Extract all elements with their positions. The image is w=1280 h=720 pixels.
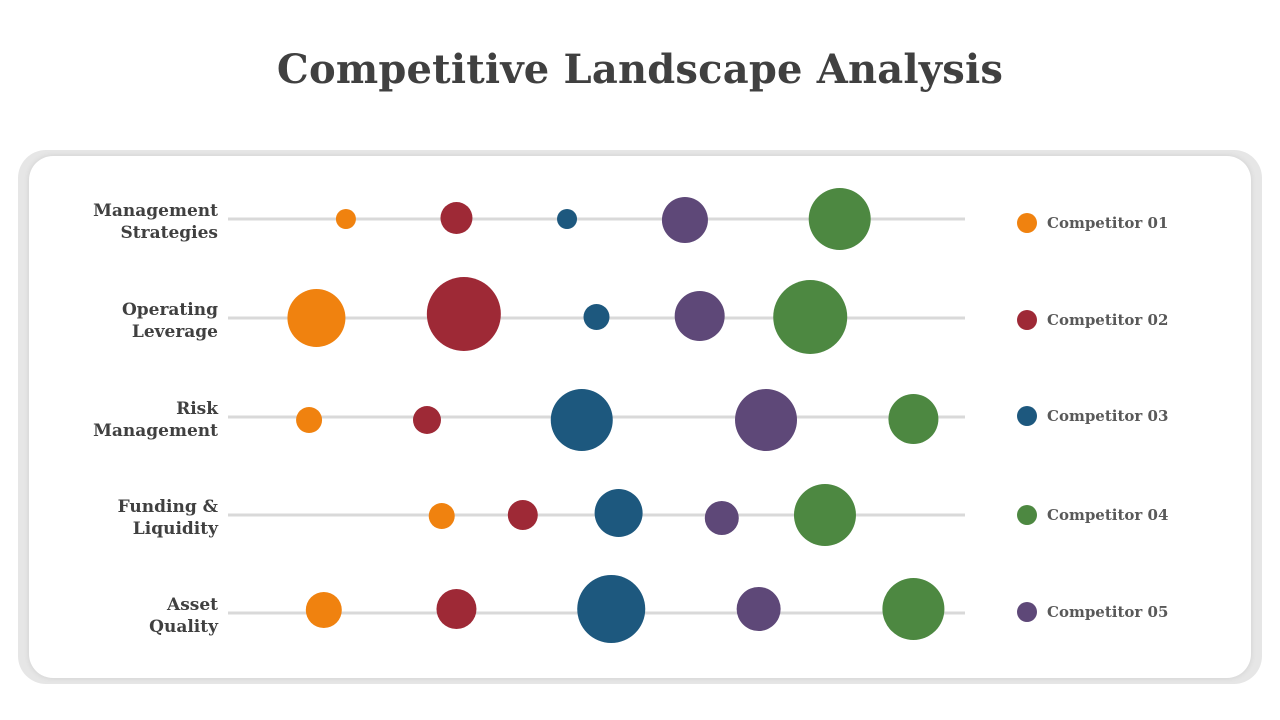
category-label: Leverage	[132, 322, 218, 342]
bubble-competitor-01	[428, 503, 455, 529]
bubble-competitor-04	[882, 578, 945, 640]
bubble-competitor-04	[808, 188, 871, 250]
bubble-competitor-03	[557, 209, 578, 229]
bubble-competitor-05	[661, 197, 708, 243]
category-label: Strategies	[120, 223, 218, 243]
category-label: Management	[93, 421, 218, 441]
bubble-competitor-02	[436, 589, 477, 629]
bubble-competitor-03	[550, 389, 613, 451]
bubble-competitor-04	[888, 394, 939, 444]
bubble-competitor-03	[577, 575, 646, 643]
bubble-competitor-02	[426, 277, 501, 351]
bubble-competitor-02	[412, 406, 441, 434]
legend-marker	[1017, 406, 1037, 426]
bubble-competitor-05	[736, 587, 781, 631]
bubble-competitor-02	[440, 202, 473, 234]
category-label: Management	[93, 201, 218, 221]
category-label: Funding &	[118, 497, 219, 517]
legend-label: Competitor 04	[1047, 506, 1168, 524]
legend-label: Competitor 02	[1047, 311, 1168, 329]
bubble-competitor-01	[296, 407, 323, 433]
category-label: Risk	[176, 399, 219, 419]
legend-marker	[1017, 310, 1037, 330]
category-label: Quality	[149, 617, 219, 637]
bubble-competitor-03	[583, 304, 610, 330]
bubble-competitor-04	[773, 280, 848, 354]
bubble-competitor-04	[793, 484, 856, 546]
category-label: Asset	[166, 595, 218, 615]
legend-marker	[1017, 213, 1037, 233]
bubble-competitor-02	[507, 500, 538, 530]
legend-label: Competitor 05	[1047, 603, 1168, 621]
legend-label: Competitor 03	[1047, 407, 1168, 425]
bubble-competitor-03	[594, 489, 643, 537]
bubble-competitor-01	[305, 592, 342, 628]
bubble-competitor-05	[674, 291, 725, 341]
bubble-competitor-05	[704, 501, 739, 535]
bubble-competitor-05	[735, 389, 798, 451]
bubble-competitor-01	[287, 289, 346, 347]
legend-marker	[1017, 505, 1037, 525]
category-label: Operating	[122, 300, 218, 320]
page-title: Competitive Landscape Analysis	[276, 46, 1004, 93]
legend-label: Competitor 01	[1047, 214, 1168, 232]
bubble-competitor-01	[335, 209, 356, 229]
category-label: Liquidity	[133, 519, 219, 539]
legend-marker	[1017, 602, 1037, 622]
